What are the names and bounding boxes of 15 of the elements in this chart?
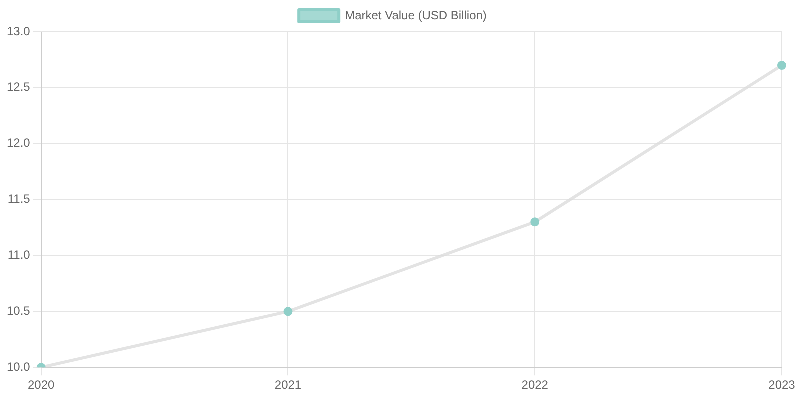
x-tick-label: 2023 [768,378,796,392]
legend-label: Market Value (USD Billion) [345,8,487,22]
y-tick-label: 10.5 [6,304,31,318]
x-tick-label: 2022 [522,378,549,392]
y-tick-label: 11.5 [8,192,31,206]
y-tick-label: 10.0 [6,360,31,374]
y-tick-label: 12.5 [6,80,31,94]
x-tick-label: 2021 [274,378,302,392]
y-tick-label: 12.0 [6,136,31,150]
point [778,61,786,70]
y-tick-label: 13.0 [6,24,31,38]
y-tick-label: 11.0 [8,248,31,262]
x-tick-label: 2020 [28,378,56,392]
point [530,218,540,227]
point [284,307,293,316]
